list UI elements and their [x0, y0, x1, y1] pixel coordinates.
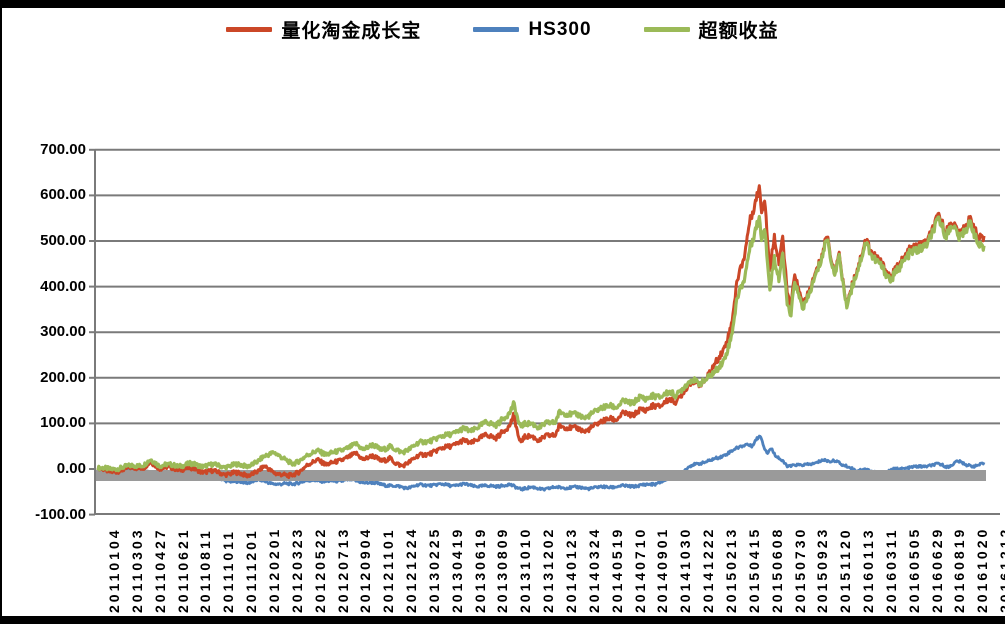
x-tick-label: 20130809 [494, 526, 511, 613]
x-tick-label: 20150730 [791, 526, 808, 613]
x-tick-label: 20141222 [700, 526, 717, 613]
y-tick-label: 500.00 [40, 232, 86, 249]
y-tick-label: -100.00 [35, 505, 86, 523]
legend-item-fund: 量化淘金成长宝 [226, 16, 421, 43]
y-tick-label: 300.00 [40, 323, 86, 341]
x-tick-label: 20130619 [471, 526, 488, 613]
x-tick-label: 20120713 [334, 526, 351, 613]
x-tick-label: 20150415 [745, 526, 762, 613]
border-top [0, 0, 1005, 8]
y-tick-label: 400.00 [40, 277, 86, 295]
x-tick-label: 20131202 [540, 526, 557, 613]
x-tick-label: 20160113 [860, 527, 877, 613]
legend-label-excess-return: 超额收益 [698, 21, 779, 42]
y-tick-label: 600.00 [40, 186, 86, 204]
x-tick-label: 20110104 [106, 527, 122, 613]
y-tick-label: 200.00 [40, 368, 86, 386]
chart-legend: 量化淘金成长宝 HS300 超额收益 [0, 16, 1005, 43]
x-tick-label: 20151120 [837, 527, 854, 613]
x-tick-label: 20160505 [905, 526, 922, 613]
legend-item-excess-return: 超额收益 [643, 16, 779, 43]
y-tick-label: 700.00 [40, 140, 86, 158]
x-tick-label: 20160819 [951, 526, 968, 613]
x-tick-label: 20131010 [517, 526, 534, 613]
x-tick-label: 20120201 [265, 526, 282, 613]
excess-return-line-swatch-icon [643, 27, 690, 32]
x-tick-label: 20161020 [974, 526, 991, 613]
x-tick-label: 20140519 [608, 526, 625, 613]
x-tick-label: 20150923 [814, 526, 831, 613]
fund-line-swatch-icon [226, 27, 273, 32]
x-tick-label: 20140324 [585, 526, 602, 613]
series-hs300 [96, 434, 986, 492]
y-tick-label: 100.00 [40, 414, 86, 432]
x-tick-label: 20140710 [631, 526, 648, 613]
x-tick-label: 20110303 [128, 527, 145, 613]
x-tick-label: 20110621 [174, 527, 191, 613]
border-left [0, 0, 2, 624]
x-tick-label: 20160629 [928, 526, 945, 613]
legend-label-fund: 量化淘金成长宝 [281, 21, 422, 42]
legend-label-hs300: HS300 [528, 18, 592, 40]
series-excess-return [96, 214, 986, 473]
legend-item-hs300: HS300 [473, 19, 591, 41]
x-tick-label: 20120323 [288, 526, 305, 613]
x-tick-label: 20110427 [151, 527, 168, 613]
x-tick-label: 20130225 [425, 526, 442, 613]
x-tick-label: 20140123 [563, 526, 579, 613]
y-tick-label: 0.00 [56, 460, 86, 477]
x-tick-label: 20111011 [220, 529, 237, 613]
x-tick-label: 20161212 [997, 526, 1005, 613]
x-tick-label: 20120904 [357, 526, 374, 613]
x-tick-label: 20150608 [768, 526, 785, 613]
x-tick-label: 20120522 [311, 526, 328, 613]
x-tick-label: 20121101 [380, 527, 397, 613]
x-tick-label: 20130419 [448, 526, 465, 613]
border-bottom [0, 616, 1005, 624]
x-tick-label: 20160311 [882, 527, 899, 613]
zero-baseline-band [95, 470, 986, 481]
x-tick-label: 20121224 [403, 526, 420, 613]
hs300-line-swatch-icon [473, 27, 520, 32]
x-tick-label: 20140901 [654, 526, 671, 613]
x-tick-label: 20150213 [722, 526, 739, 613]
x-tick-label: 20111201 [243, 528, 260, 613]
x-tick-label: 20141030 [677, 526, 694, 613]
x-tick-label: 20110811 [197, 528, 214, 613]
